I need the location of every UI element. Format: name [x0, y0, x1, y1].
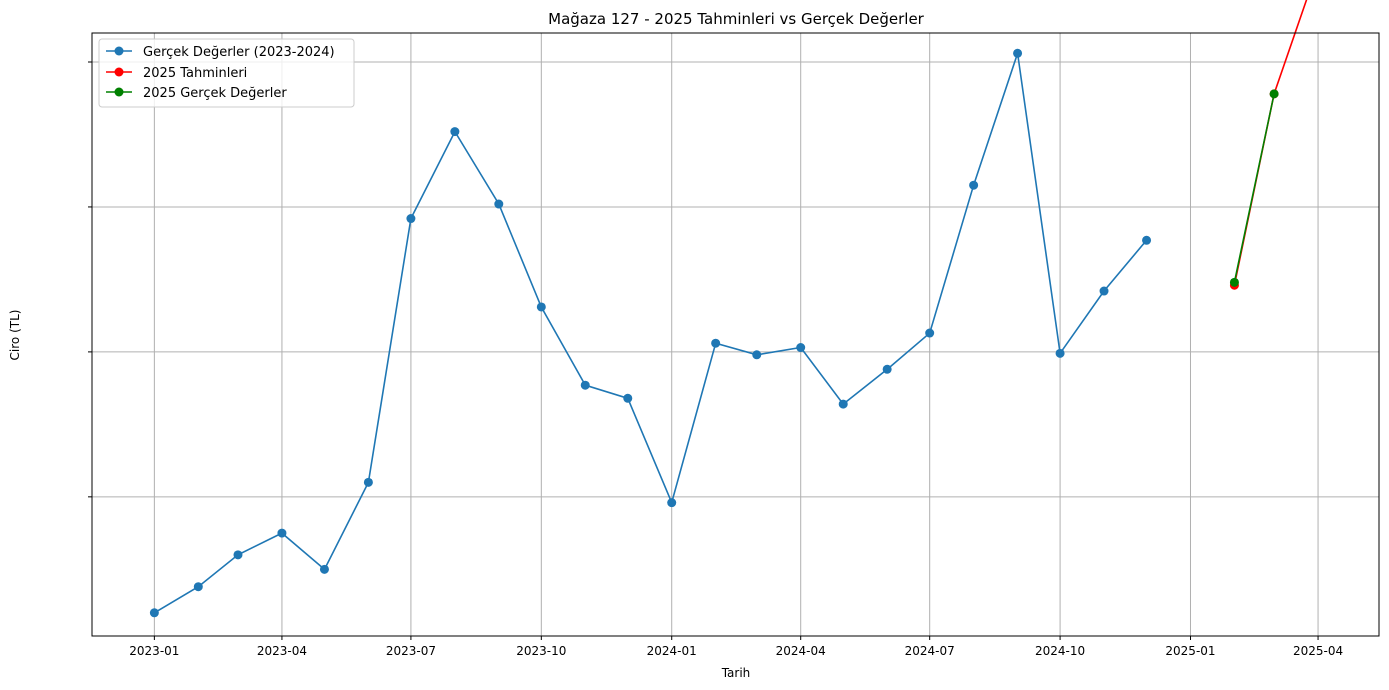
legend-label-2: 2025 Gerçek Değerler	[143, 86, 287, 101]
legend-entry-1: 2025 Tahminleri	[106, 66, 247, 81]
series-point-0	[450, 127, 460, 137]
series-point-0	[796, 343, 806, 353]
series-point-0	[580, 380, 590, 390]
x-axis-label: Tarih	[721, 666, 751, 680]
chart-title: Mağaza 127 - 2025 Tahminleri vs Gerçek D…	[548, 10, 925, 28]
series-point-0	[319, 564, 329, 574]
x-tick-label: 2023-04	[257, 644, 307, 658]
series-point-0	[149, 608, 159, 618]
legend-marker-0	[114, 46, 124, 56]
x-tick-label: 2025-04	[1293, 644, 1343, 658]
series-point-0	[752, 350, 762, 360]
series-point-0	[1099, 286, 1109, 296]
series-point-0	[406, 214, 416, 224]
x-tick-label: 2024-07	[905, 644, 955, 658]
legend: Gerçek Değerler (2023-2024) 2025 Tahminl…	[98, 38, 355, 108]
legend-label-0: Gerçek Değerler (2023-2024)	[143, 45, 335, 60]
series-point-0	[233, 550, 243, 560]
plot-frame	[91, 32, 1380, 637]
series-point-0	[925, 328, 935, 338]
x-tick-label: 2024-01	[647, 644, 697, 658]
legend-box	[98, 38, 355, 108]
x-tick-label: 2023-10	[516, 644, 566, 658]
y-axis-label: Ciro (TL)	[8, 310, 22, 361]
series-layer	[149, 0, 1308, 618]
x-tick-label: 2023-01	[129, 644, 179, 658]
series-point-0	[623, 393, 633, 403]
legend-marker-1	[114, 67, 124, 77]
series-point-0	[1055, 348, 1065, 358]
series-point-0	[277, 528, 287, 538]
series-point-0	[667, 498, 677, 508]
legend-label-1: 2025 Tahminleri	[143, 66, 247, 81]
series-point-0	[711, 338, 721, 348]
series-point-0	[363, 477, 373, 487]
x-axis-ticks: 2023-01 2023-04 2023-07 2023-10 2024-01 2024-…	[129, 636, 1343, 658]
legend-marker-2	[114, 87, 124, 97]
series-point-0	[1142, 235, 1152, 245]
series-point-0	[882, 364, 892, 374]
grid-lines	[92, 33, 1379, 636]
series-point-0	[1013, 48, 1023, 58]
series-line-2	[1233, 93, 1275, 283]
legend-entry-2: 2025 Gerçek Değerler	[106, 86, 287, 101]
y-axis-ticks	[88, 61, 92, 498]
x-tick-label: 2025-01	[1165, 644, 1215, 658]
series-line-0	[153, 53, 1148, 614]
x-tick-label: 2023-07	[386, 644, 436, 658]
series-point-0	[838, 399, 848, 409]
series-point-0	[193, 582, 203, 592]
x-tick-label: 2024-10	[1035, 644, 1085, 658]
series-point-2	[1269, 89, 1279, 99]
series-point-2	[1229, 277, 1239, 287]
legend-entry-0: Gerçek Değerler (2023-2024)	[106, 45, 335, 60]
series-point-0	[969, 180, 979, 190]
series-point-0	[536, 302, 546, 312]
series-point-0	[494, 199, 504, 209]
x-tick-label: 2024-04	[776, 644, 826, 658]
